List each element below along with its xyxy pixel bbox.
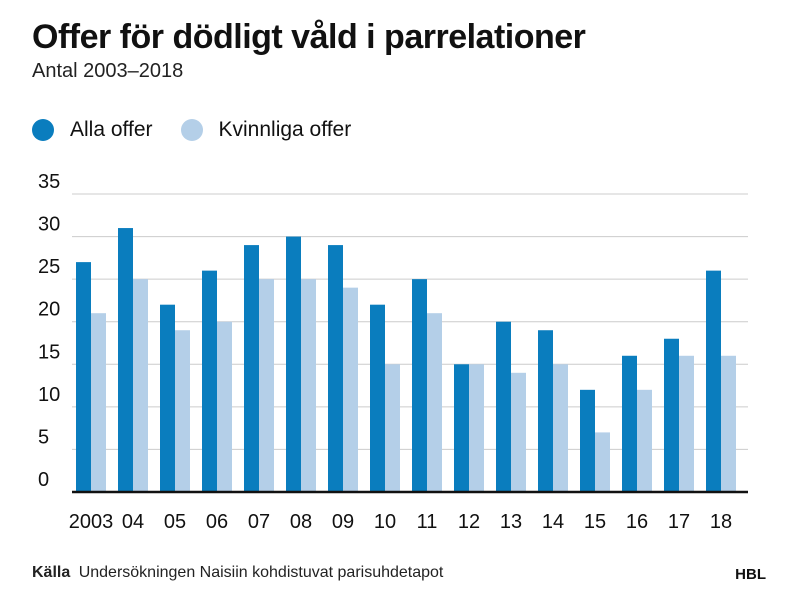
bar-kvinnliga-09 — [343, 287, 358, 492]
y-tick-label-10: 10 — [38, 384, 60, 406]
x-tick-label-06: 06 — [206, 511, 228, 533]
source-label: Källa — [32, 564, 71, 581]
bar-alla-11 — [412, 279, 427, 492]
bar-kvinnliga-04 — [133, 279, 148, 492]
x-tick-label-10: 10 — [374, 511, 396, 533]
y-tick-label-5: 5 — [38, 426, 49, 448]
x-tick-label-16: 16 — [626, 511, 648, 533]
y-tick-label-15: 15 — [38, 341, 60, 363]
legend-item-kvinnliga-offer: Kvinnliga offer — [180, 118, 352, 142]
bar-kvinnliga-18 — [721, 355, 736, 492]
legend-item-alla-offer: Alla offer — [32, 118, 153, 142]
bar-kvinnliga-17 — [679, 355, 694, 492]
bar-kvinnliga-06 — [217, 321, 232, 492]
bar-alla-13 — [496, 321, 511, 492]
source-text: Undersökningen Naisiin kohdistuvat paris… — [78, 564, 444, 581]
bar-alla-15 — [580, 389, 595, 492]
x-tick-label-11: 11 — [417, 511, 438, 533]
bar-alla-10 — [370, 304, 385, 492]
bar-alla-16 — [622, 355, 637, 492]
x-tick-label-04: 04 — [122, 511, 144, 533]
bar-alla-06 — [202, 270, 217, 492]
x-tick-label-05: 05 — [164, 511, 186, 533]
bar-kvinnliga-2003 — [91, 313, 106, 492]
y-tick-label-35: 35 — [38, 171, 60, 193]
x-tick-label-09: 09 — [332, 511, 354, 533]
bar-alla-04 — [118, 228, 133, 493]
x-tick-label-18: 18 — [710, 511, 732, 533]
bar-alla-09 — [328, 245, 343, 492]
bar-kvinnliga-16 — [637, 389, 652, 492]
y-tick-label-25: 25 — [38, 256, 60, 278]
bar-kvinnliga-12 — [469, 364, 484, 492]
bar-alla-08 — [286, 236, 301, 492]
legend-swatch-kvinnliga-offer — [180, 119, 203, 141]
legend-label-kvinnliga-offer: Kvinnliga offer — [218, 118, 352, 141]
y-tick-label-30: 30 — [38, 214, 60, 236]
x-tick-label-15: 15 — [584, 511, 606, 533]
brand-logo: HBL — [735, 566, 766, 583]
y-tick-label-20: 20 — [38, 299, 60, 321]
bar-alla-18 — [706, 270, 721, 492]
bar-kvinnliga-15 — [595, 432, 610, 492]
x-tick-label-07: 07 — [248, 511, 270, 533]
bar-kvinnliga-07 — [259, 279, 274, 492]
x-tick-label-2003: 2003 — [69, 511, 114, 533]
x-tick-label-13: 13 — [500, 511, 522, 533]
x-tick-label-17: 17 — [668, 511, 690, 533]
chart-title: Offer för dödligt våld i parrelationer — [32, 18, 586, 56]
bar-alla-17 — [664, 338, 679, 492]
bar-alla-12 — [454, 364, 469, 492]
bar-kvinnliga-13 — [511, 372, 526, 492]
bar-alla-14 — [538, 330, 553, 492]
chart-subtitle: Antal 2003–2018 — [32, 60, 184, 82]
legend-label-alla-offer: Alla offer — [70, 118, 153, 141]
source-footer: Källa Undersökningen Naisiin kohdistuvat… — [32, 564, 443, 582]
bar-kvinnliga-08 — [301, 279, 316, 492]
x-tick-label-14: 14 — [542, 511, 564, 533]
bar-kvinnliga-05 — [175, 330, 190, 492]
y-tick-label-0: 0 — [38, 469, 49, 491]
bar-alla-05 — [160, 304, 175, 492]
bar-kvinnliga-14 — [553, 364, 568, 492]
bar-alla-2003 — [76, 262, 91, 492]
legend-swatch-alla-offer — [32, 119, 54, 141]
bar-alla-07 — [244, 245, 259, 492]
x-tick-label-08: 08 — [290, 511, 312, 533]
bar-kvinnliga-11 — [427, 313, 442, 492]
x-tick-label-12: 12 — [458, 511, 480, 533]
legend: Alla offer Kvinnliga offer — [32, 118, 379, 142]
bar-kvinnliga-10 — [385, 364, 400, 492]
